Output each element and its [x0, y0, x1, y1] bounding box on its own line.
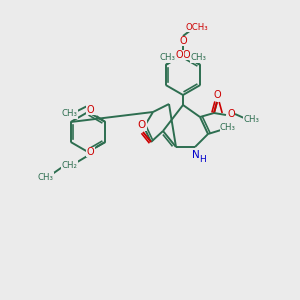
Text: O: O — [176, 50, 184, 60]
Text: H: H — [200, 155, 206, 164]
Text: CH₃: CH₃ — [191, 53, 207, 62]
Text: O: O — [179, 36, 187, 46]
Text: CH₃: CH₃ — [243, 116, 259, 124]
Text: N: N — [192, 150, 200, 160]
Text: O: O — [86, 105, 94, 115]
Text: O: O — [138, 120, 146, 130]
Text: CH₃: CH₃ — [61, 110, 77, 118]
Text: CH₃: CH₃ — [220, 124, 236, 133]
Text: O: O — [182, 50, 190, 60]
Text: CH₂: CH₂ — [61, 160, 77, 169]
Text: CH₃: CH₃ — [159, 53, 175, 62]
Text: O: O — [86, 147, 94, 157]
Text: O: O — [213, 90, 221, 100]
Text: CH₃: CH₃ — [37, 172, 53, 182]
Text: O: O — [227, 109, 235, 119]
Text: OCH₃: OCH₃ — [186, 22, 208, 32]
